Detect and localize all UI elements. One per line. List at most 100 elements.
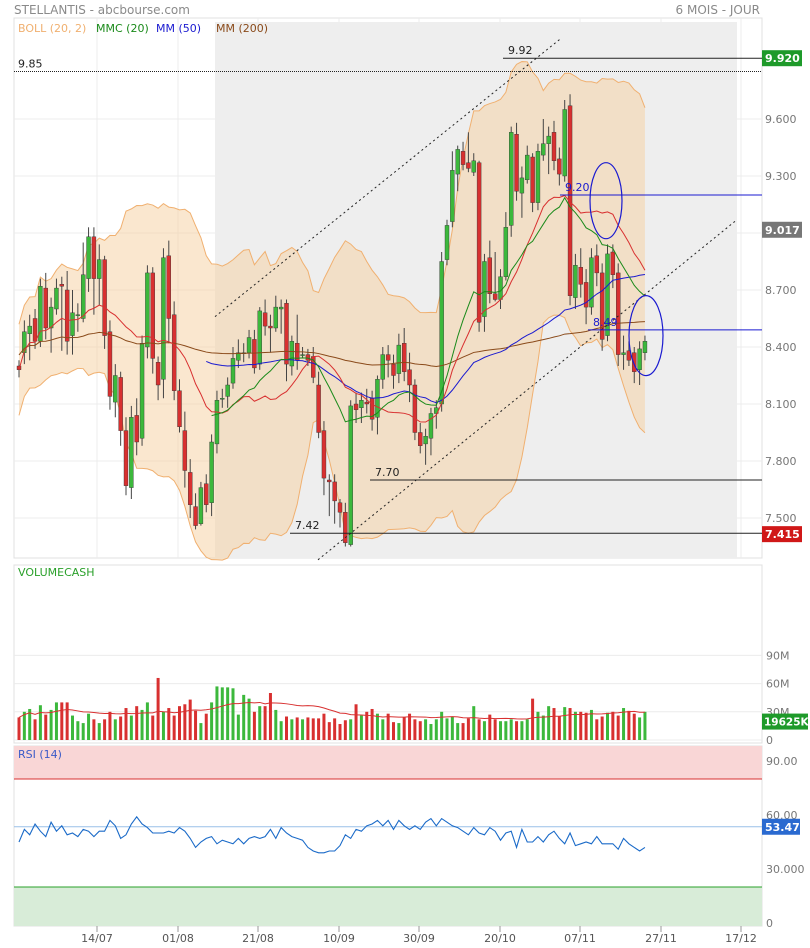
- candle-body: [305, 354, 311, 361]
- date-label: 07/11: [564, 932, 596, 945]
- volume-bar: [252, 711, 256, 740]
- candle-body: [150, 272, 155, 359]
- annotation-label: 9.85: [18, 58, 43, 71]
- date-label: 30/09: [403, 932, 435, 945]
- last-price-badge: 9.017: [765, 224, 800, 237]
- date-label: 10/09: [323, 932, 355, 945]
- candle-body: [476, 162, 482, 323]
- candle-body: [139, 343, 145, 439]
- candle-body: [337, 502, 343, 513]
- volume-bar: [418, 721, 422, 740]
- annotation-label: 9.92: [508, 44, 533, 57]
- annotation-label: 8.49: [593, 316, 618, 329]
- candle-body: [102, 259, 107, 336]
- volume-bar: [103, 719, 107, 740]
- volume-bar: [520, 721, 524, 740]
- volume-bar: [445, 718, 449, 740]
- candle-body: [27, 325, 32, 334]
- legend-item: MMC (20): [96, 22, 149, 35]
- candle-body: [525, 154, 530, 181]
- candle-body: [262, 312, 268, 327]
- candle-body: [514, 133, 519, 192]
- candle-body: [583, 282, 589, 308]
- volume-bar: [472, 706, 476, 740]
- volume-bar: [33, 719, 37, 740]
- candle-body: [530, 156, 535, 203]
- volume-bar: [220, 687, 224, 740]
- candle-body: [332, 481, 337, 502]
- volume-tick-label: 60M: [766, 678, 790, 691]
- volume-bar: [188, 699, 192, 740]
- volume-bar: [573, 711, 577, 740]
- candle-body: [637, 348, 642, 370]
- price-tick-label: 8.400: [765, 341, 797, 354]
- volume-series: 19625K: [17, 677, 810, 740]
- date-label: 17/12: [725, 932, 757, 945]
- candle-body: [54, 287, 59, 310]
- rsi-tick-label: 60.00: [766, 809, 798, 822]
- volume-bar: [370, 708, 374, 740]
- price-tick-label: 9.600: [765, 113, 797, 126]
- date-label: 01/08: [162, 932, 194, 945]
- rsi-overbought-zone: [14, 746, 762, 779]
- volume-bar: [509, 719, 513, 740]
- volume-bar: [38, 705, 42, 740]
- candle-body: [107, 331, 113, 397]
- volume-bar: [547, 706, 551, 740]
- candle-body: [204, 483, 209, 505]
- candle-body: [97, 259, 102, 279]
- volume-bar: [124, 708, 128, 740]
- volume-bar: [515, 721, 519, 740]
- volume-bar: [606, 712, 609, 740]
- volume-bar: [333, 718, 337, 740]
- candle-body: [546, 135, 551, 144]
- rsi-tick-label: 90.00: [766, 755, 798, 768]
- volume-bar: [87, 713, 91, 740]
- candle-body: [246, 337, 252, 353]
- rsi-line: [18, 815, 646, 854]
- volume-bar: [231, 688, 235, 740]
- price-series: [16, 94, 648, 547]
- volume-bar: [343, 720, 347, 740]
- candle-body: [70, 312, 75, 336]
- candle-body: [455, 149, 460, 175]
- min-price-badge-bg: [762, 526, 802, 543]
- volume-bar: [97, 723, 101, 740]
- volume-bar: [167, 708, 171, 740]
- volume-bar: [210, 702, 214, 740]
- volume-bar: [156, 677, 160, 740]
- candle-body: [284, 303, 289, 365]
- candle-body: [460, 151, 466, 165]
- candle-body: [541, 143, 546, 156]
- volume-bar: [92, 719, 96, 740]
- volume-bar: [466, 718, 470, 740]
- volume-bar: [557, 716, 561, 740]
- bollinger-lower-line: [18, 314, 646, 561]
- candle-body: [273, 306, 278, 329]
- price-y-axis: 9.6009.3009.0008.7008.4008.1007.8007.500…: [762, 50, 802, 543]
- candle-body: [22, 331, 27, 353]
- candle-body: [423, 436, 428, 445]
- candle-body: [145, 272, 150, 348]
- volume-bar: [268, 693, 272, 740]
- volume-bar: [285, 716, 288, 740]
- candle-body: [562, 109, 567, 177]
- bollinger-band-fill: [19, 61, 645, 561]
- candle-body: [385, 354, 391, 361]
- candle-body: [616, 272, 621, 355]
- candle-body: [610, 251, 616, 275]
- volume-bar: [129, 715, 133, 740]
- candle-body: [86, 236, 91, 279]
- candle-body: [391, 363, 396, 376]
- volume-bar: [17, 717, 21, 740]
- annotation-label: 7.42: [295, 519, 320, 532]
- channel-upper-line: [214, 38, 561, 317]
- volume-bar: [563, 707, 567, 740]
- candle-body: [230, 358, 236, 384]
- candle-body: [509, 132, 514, 226]
- candle-body: [268, 325, 273, 329]
- candle-body: [567, 105, 573, 296]
- volume-bar: [311, 718, 315, 740]
- candle-body: [428, 413, 434, 439]
- price-tick-label: 8.700: [765, 284, 797, 297]
